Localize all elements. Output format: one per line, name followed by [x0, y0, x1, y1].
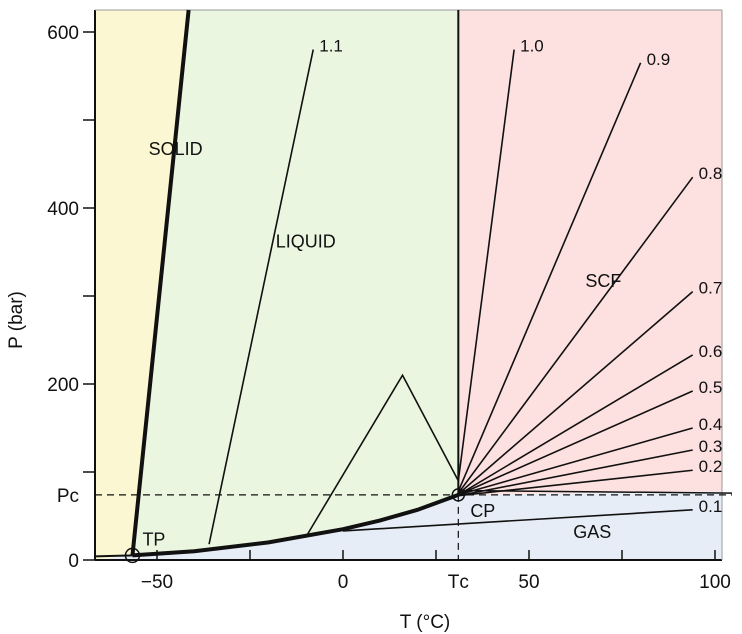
isochore-label: 0.7 [699, 279, 723, 298]
x-tick-label: 0 [338, 572, 349, 593]
isochore-0-9 [457, 62, 642, 492]
sublimation-curve [94, 554, 133, 558]
x-tick-label: −50 [141, 572, 173, 593]
isochore-0-2 [458, 469, 693, 497]
isochore-label: 1.1 [319, 37, 343, 56]
critical-pressure-label: Pᴄ [57, 486, 79, 507]
region-label-liquid: LIQUID [276, 232, 336, 252]
label-layer: 1.1 1.0 0.9 0.8 0.7 0.6 0.5 0.4 0.30.2 0.1 SOLID LI… [57, 37, 723, 593]
region-layer [95, 10, 722, 560]
isochore-label: 0.9 [647, 50, 671, 69]
isochore-0-6 [457, 354, 694, 496]
y-axis-title: P (bar) [6, 291, 27, 349]
isochore-label: 0.6 [699, 342, 723, 361]
critical-point-label: CP [470, 501, 495, 521]
curve-layer [94, 9, 733, 564]
isochore-0-1 [342, 509, 693, 532]
critical-temperature-label: Tᴄ [448, 572, 469, 593]
y-tick-label: 400 [47, 199, 79, 220]
isochore-0-3 [458, 449, 693, 497]
melting-curve [130, 9, 191, 556]
isochore-label: 1.0 [520, 37, 544, 56]
isochore-label: 0.3 [699, 437, 723, 456]
y-tick-label: 200 [47, 375, 79, 396]
x-tick-label: 50 [518, 572, 539, 593]
solid-region [95, 10, 189, 560]
triple-point-marker [124, 547, 141, 564]
x-axis-title: T (°C) [400, 612, 451, 633]
gas-region [95, 491, 722, 560]
axis-layer: 0 200 400 600 −50 0 50 100 [47, 9, 731, 593]
isochore-label: 0.5 [699, 378, 723, 397]
y-tick-label: 600 [47, 23, 79, 44]
region-label-gas: GAS [573, 522, 611, 542]
x-tick-label: 100 [699, 572, 731, 593]
region-label-scf: SCF [585, 271, 621, 291]
isochore-label: 0.1 [699, 497, 723, 516]
y-tick-label: 0 [68, 551, 79, 572]
isochore-0-4 [458, 427, 693, 496]
isochore-1-0 [305, 49, 515, 538]
isochore-label: 0.4 [699, 415, 723, 434]
triple-point-label: TP [142, 529, 165, 549]
isochore-1-1 [208, 49, 315, 545]
isochore-0-5 [457, 390, 694, 496]
critical-point-marker [451, 488, 466, 502]
isochore-label: 0.8 [699, 164, 723, 183]
isochore-0-7 [457, 290, 694, 495]
isochore-0-8 [457, 176, 694, 494]
isochore-label: 0.2 [699, 457, 723, 476]
region-label-solid: SOLID [149, 139, 203, 159]
vaporization-curve [132, 493, 460, 558]
scf-region [458, 10, 722, 495]
